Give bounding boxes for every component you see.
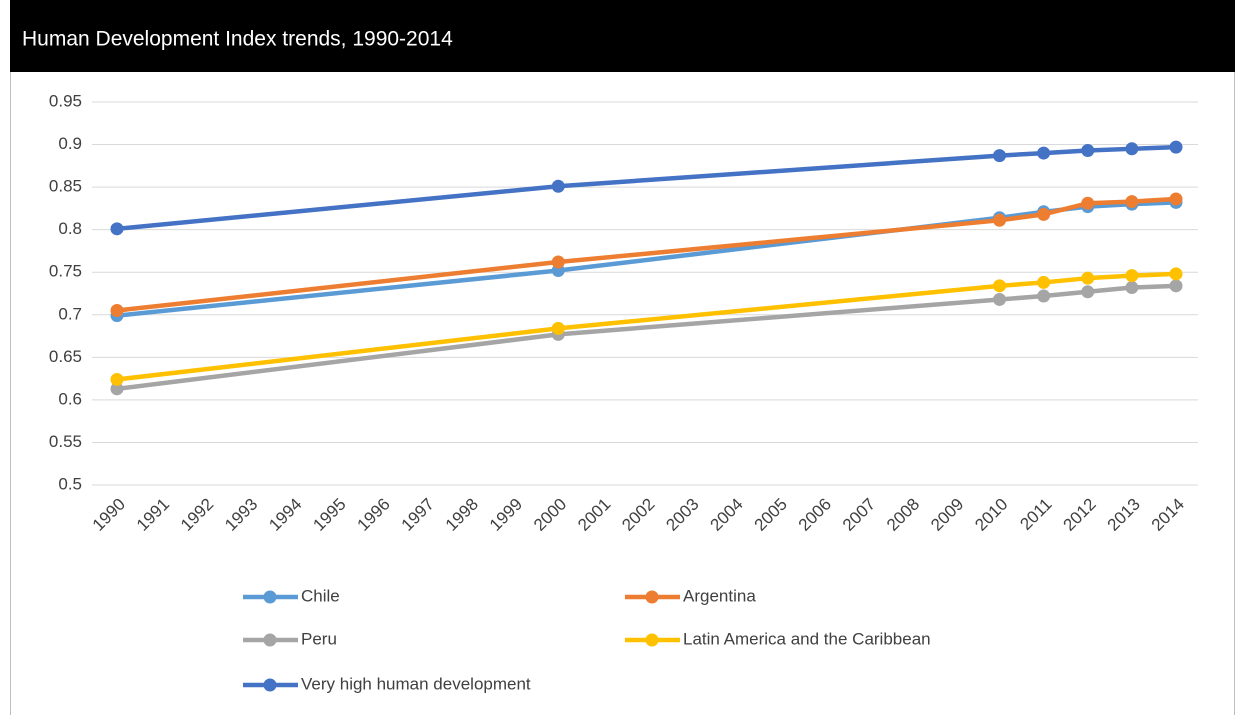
point [1125, 195, 1139, 209]
y-tick-label: 0.8 [58, 219, 82, 238]
y-tick-label: 0.75 [49, 262, 82, 281]
point [1169, 140, 1183, 154]
y-tick-label: 0.55 [49, 432, 82, 451]
point [110, 382, 124, 396]
point [1125, 142, 1139, 156]
x-tick-label: 1999 [486, 495, 526, 535]
legend-marker [645, 633, 659, 647]
x-tick-label: 1990 [89, 495, 129, 535]
x-tick-label: 2001 [574, 495, 614, 535]
chart-title: Human Development Index trends, 1990-201… [22, 28, 453, 51]
x-tick-label: 2009 [927, 495, 967, 535]
legend-marker [263, 678, 277, 692]
legend-label: Latin America and the Caribbean [683, 629, 931, 648]
x-tick-label: 1995 [309, 495, 349, 535]
x-tick-label: 2004 [707, 495, 747, 535]
y-tick-label: 0.65 [49, 347, 82, 366]
legend-marker [263, 590, 277, 604]
y-tick-label: 0.85 [49, 177, 82, 196]
point [1081, 285, 1095, 299]
point [993, 292, 1006, 306]
x-tick-label: 2014 [1148, 495, 1188, 535]
point [551, 179, 565, 193]
point [993, 279, 1006, 293]
legend-marker [263, 633, 277, 647]
point [551, 255, 565, 269]
x-tick-label: 2000 [530, 495, 570, 535]
x-tick-label: 1997 [398, 495, 438, 535]
point [1037, 207, 1051, 221]
point [1125, 281, 1139, 295]
point [993, 149, 1006, 163]
legend-marker [645, 590, 659, 604]
x-tick-label: 1994 [265, 495, 305, 535]
point [1037, 146, 1051, 160]
x-tick-label: 1993 [221, 495, 261, 535]
point [1169, 279, 1183, 293]
y-tick-label: 0.7 [58, 304, 82, 323]
legend-label: Chile [301, 586, 340, 605]
x-tick-label: 2006 [795, 495, 835, 535]
x-tick-label: 1996 [354, 495, 394, 535]
legend-label: Argentina [683, 586, 756, 605]
point [993, 213, 1006, 227]
x-tick-label: 2008 [883, 495, 923, 535]
y-tick-label: 0.5 [58, 474, 82, 493]
title-bar [10, 0, 1235, 72]
x-tick-label: 2007 [839, 495, 879, 535]
point [1037, 275, 1051, 289]
point [110, 372, 124, 386]
x-tick-label: 1992 [177, 495, 217, 535]
point [1125, 269, 1139, 283]
x-tick-label: 2012 [1060, 495, 1100, 535]
point [1037, 289, 1051, 303]
point [1081, 196, 1095, 210]
point [1081, 271, 1095, 285]
x-tick-label: 2003 [662, 495, 702, 535]
point [110, 304, 124, 318]
point [110, 222, 124, 236]
x-tick-label: 2013 [1104, 495, 1144, 535]
y-tick-label: 0.6 [58, 389, 82, 408]
point [1169, 192, 1183, 206]
point [1081, 144, 1095, 158]
x-tick-label: 1991 [133, 495, 173, 535]
x-tick-label: 2005 [751, 495, 791, 535]
legend-label: Peru [301, 629, 337, 648]
point [551, 321, 565, 335]
y-tick-label: 0.95 [49, 91, 82, 110]
y-tick-label: 0.9 [58, 134, 82, 153]
x-tick-label: 2010 [971, 495, 1011, 535]
point [1169, 267, 1183, 281]
legend-label: Very high human development [301, 674, 531, 693]
x-tick-label: 1998 [442, 495, 482, 535]
x-tick-label: 2011 [1016, 495, 1055, 534]
x-tick-label: 2002 [618, 495, 658, 535]
